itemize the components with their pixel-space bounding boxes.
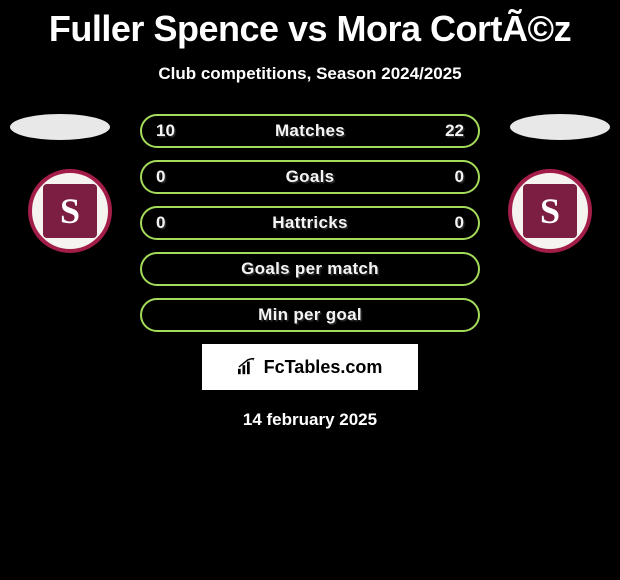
club-badge-left-circle: S: [28, 169, 112, 253]
page-title: Fuller Spence vs Mora CortÃ©z: [0, 0, 620, 50]
stat-row-matches: 10 Matches 22: [140, 114, 480, 148]
stat-right-value: 0: [455, 213, 464, 233]
stat-label: Goals: [286, 167, 335, 187]
stat-row-min-per-goal: Min per goal: [140, 298, 480, 332]
brand-text: FcTables.com: [262, 357, 385, 378]
club-badge-right-circle: S: [508, 169, 592, 253]
player-right-photo-placeholder: [510, 114, 610, 140]
brand-attribution[interactable]: FcTables.com: [202, 344, 418, 390]
stat-row-hattricks: 0 Hattricks 0: [140, 206, 480, 240]
stat-left-value: 10: [156, 121, 175, 141]
stat-label: Hattricks: [272, 213, 347, 233]
stat-left-value: 0: [156, 213, 165, 233]
stat-left-value: 0: [156, 167, 165, 187]
club-badge-left-letter: S: [43, 184, 97, 238]
chart-icon: [236, 358, 258, 376]
stat-label: Min per goal: [258, 305, 362, 325]
club-badge-left: S: [20, 168, 120, 254]
subtitle: Club competitions, Season 2024/2025: [0, 64, 620, 84]
date-label: 14 february 2025: [0, 410, 620, 430]
stat-label: Matches: [275, 121, 345, 141]
stat-row-goals: 0 Goals 0: [140, 160, 480, 194]
player-left-photo-placeholder: [10, 114, 110, 140]
comparison-panel: S S 10 Matches 22 0 Goals 0 0 Hattricks …: [0, 114, 620, 430]
brand-inner: FcTables.com: [204, 346, 416, 388]
stat-row-goals-per-match: Goals per match: [140, 252, 480, 286]
stat-label: Goals per match: [241, 259, 379, 279]
stat-right-value: 0: [455, 167, 464, 187]
stat-right-value: 22: [445, 121, 464, 141]
club-badge-right: S: [500, 168, 600, 254]
club-badge-right-letter: S: [523, 184, 577, 238]
stats-list: 10 Matches 22 0 Goals 0 0 Hattricks 0 Go…: [140, 114, 480, 332]
